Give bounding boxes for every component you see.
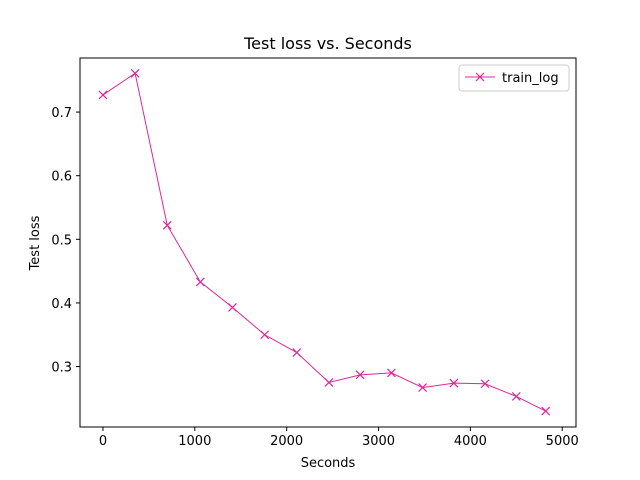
series-layer <box>98 68 551 416</box>
marker-stroke <box>511 392 521 401</box>
x-tick-label: 5000 <box>546 434 579 449</box>
chart-title: Test loss vs. Seconds <box>243 34 412 53</box>
marker-stroke <box>292 348 302 357</box>
x-tick-label: 3000 <box>362 434 395 449</box>
data-point-marker <box>98 90 108 100</box>
marker-stroke <box>475 72 485 82</box>
marker-stroke <box>195 277 205 287</box>
marker-stroke <box>324 378 334 387</box>
marker-stroke <box>260 330 270 340</box>
x-tick-label: 0 <box>99 434 107 449</box>
legend-label: train_log <box>502 71 559 86</box>
y-tick-label: 0.4 <box>51 297 72 312</box>
marker-stroke <box>541 406 551 416</box>
x-tick-label: 2000 <box>270 434 303 449</box>
data-point-marker <box>355 370 365 380</box>
legend-marker-x <box>475 72 485 82</box>
data-point-marker <box>449 378 459 388</box>
plot-area: 0 1000 2000 3000 4000 5000 0.3 0.4 0.5 0.6 0.7 <box>51 57 579 449</box>
data-point-marker <box>480 379 490 389</box>
y-axis-label: Test loss <box>28 215 43 271</box>
y-axis: 0.3 0.4 0.5 0.6 0.7 <box>51 106 80 376</box>
x-tick-label: 1000 <box>178 434 211 449</box>
x-tick-label: 4000 <box>454 434 487 449</box>
marker-stroke <box>480 379 490 389</box>
legend: train_log <box>458 64 570 92</box>
data-point-marker <box>130 68 140 78</box>
data-point-marker <box>228 302 237 312</box>
data-point-marker <box>511 392 521 401</box>
legend-box <box>458 64 570 92</box>
plot-frame <box>79 57 577 428</box>
marker-stroke <box>228 302 237 312</box>
marker-stroke <box>449 378 459 388</box>
data-point-marker <box>541 406 551 416</box>
x-axis-label: Seconds <box>301 456 356 471</box>
marker-stroke <box>98 90 108 100</box>
marker-stroke <box>130 68 140 78</box>
data-point-marker <box>324 378 334 387</box>
data-point-marker <box>162 220 172 230</box>
data-point-marker <box>418 383 428 392</box>
data-point-marker <box>260 330 270 340</box>
y-tick-label: 0.6 <box>51 170 72 185</box>
y-tick-label: 0.5 <box>51 233 72 248</box>
data-point-marker <box>475 72 485 82</box>
data-point-marker <box>386 368 396 378</box>
x-axis: 0 1000 2000 3000 4000 5000 <box>99 427 579 449</box>
marker-stroke <box>418 383 428 392</box>
marker-stroke <box>162 220 172 230</box>
y-tick-label: 0.3 <box>51 361 72 376</box>
data-point-marker <box>195 277 205 287</box>
y-tick-label: 0.7 <box>51 106 72 121</box>
marker-stroke <box>386 368 396 378</box>
marker-stroke <box>355 370 365 380</box>
data-point-marker <box>292 348 302 357</box>
